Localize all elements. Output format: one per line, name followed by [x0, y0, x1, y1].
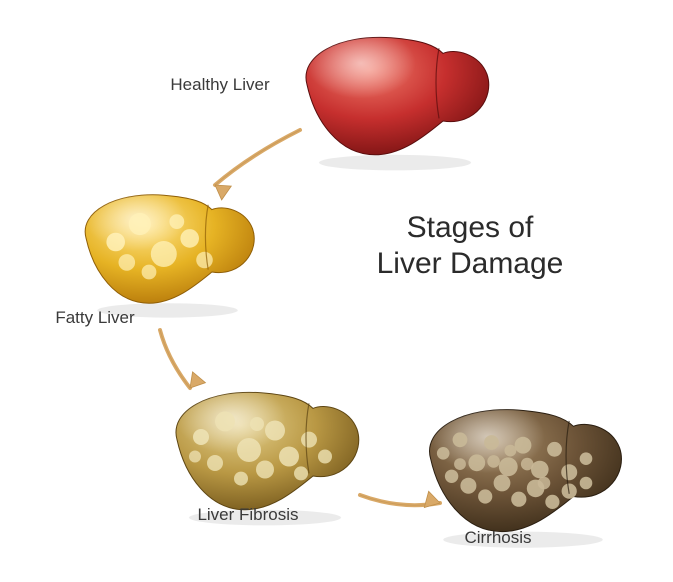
label-healthy: Healthy Liver: [140, 75, 300, 95]
label-cirrhosis: Cirrhosis: [418, 528, 578, 548]
label-fatty: Fatty Liver: [15, 308, 175, 328]
diagram-canvas: { "type": "infographic", "background_col…: [0, 0, 673, 582]
label-fibrosis: Liver Fibrosis: [168, 505, 328, 525]
arrow-fibrosis-to-cirrhosis: [0, 0, 673, 582]
